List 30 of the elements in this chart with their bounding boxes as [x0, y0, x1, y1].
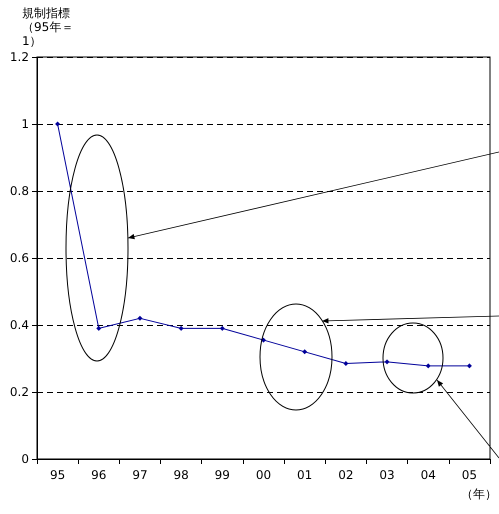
- x-tick-label: 02: [338, 468, 354, 482]
- point: [220, 326, 225, 331]
- point: [137, 316, 142, 321]
- y-tick-label: 0.2: [10, 385, 29, 399]
- y-tick-label: 1: [21, 117, 29, 131]
- y-tick-label: 0.4: [10, 318, 29, 332]
- point: [343, 361, 348, 366]
- y-tick-label: 1.2: [10, 50, 29, 64]
- y-tick-label: 0.8: [10, 184, 29, 198]
- point: [466, 363, 472, 368]
- y-axis-title: 規制指標（95年＝1）: [22, 6, 74, 48]
- x-tick-label: 01: [297, 468, 312, 482]
- point: [302, 349, 308, 354]
- point: [384, 359, 390, 364]
- x-tick-label: 00: [256, 468, 272, 482]
- point: [426, 363, 431, 368]
- x-tick-label: 04: [420, 468, 436, 482]
- x-tick-label: 99: [214, 468, 230, 482]
- y-tick-label: 0.6: [10, 251, 29, 265]
- x-tick-label: 95: [50, 468, 66, 482]
- point: [96, 326, 102, 331]
- y-tick-label: 0: [21, 452, 29, 466]
- x-tick-label: 03: [379, 468, 395, 482]
- x-tick-label: 97: [132, 468, 148, 482]
- point: [55, 122, 60, 126]
- x-tick-label: 05: [462, 468, 478, 482]
- x-tick-label: 96: [91, 468, 106, 482]
- x-axis-title: （年）: [461, 487, 497, 501]
- x-tick-label: 98: [173, 468, 189, 482]
- point: [178, 326, 184, 331]
